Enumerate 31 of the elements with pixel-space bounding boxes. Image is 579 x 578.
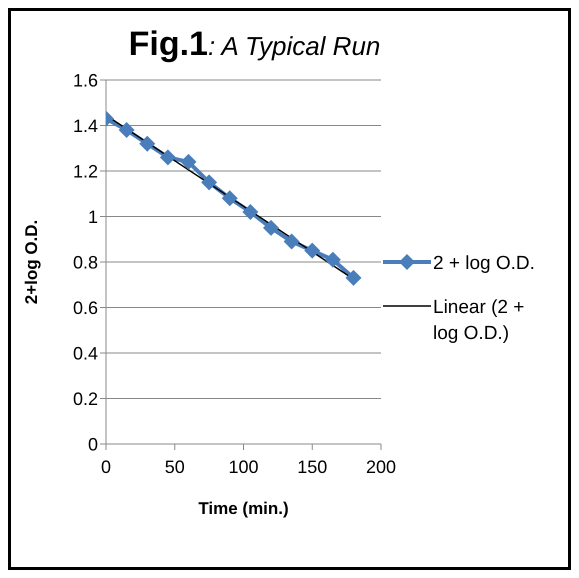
point: [139, 136, 156, 152]
point: [242, 204, 258, 220]
x-tick-label: 200: [366, 456, 396, 477]
legend-label: 2 + log O.D.: [433, 252, 536, 276]
x-tick-label: 0: [100, 456, 112, 477]
y-tick-label: 0.2: [72, 388, 98, 409]
point: [304, 242, 320, 259]
y-tick-label: 0: [88, 434, 98, 454]
y-tick-label: 1: [88, 206, 98, 227]
legend-label: Linear (2 + log O.D.): [433, 296, 526, 346]
y-tick-label: 1.2: [72, 161, 98, 182]
y-tick-label: 0.4: [72, 343, 98, 364]
x-tick-label: 150: [297, 456, 328, 477]
point: [263, 220, 279, 236]
y-axis-title: 2+log O.D.: [22, 220, 42, 304]
point: [180, 154, 196, 170]
point: [284, 234, 300, 250]
y-tick-label: 0.8: [72, 252, 98, 272]
chart-title: Fig.1: A Typical Run: [128, 25, 380, 63]
x-tick-label: 50: [164, 456, 185, 477]
point: [160, 149, 176, 166]
x-tick-label: 100: [228, 456, 259, 477]
point: [324, 252, 341, 268]
point: [346, 270, 362, 286]
y-tick-label: 1.4: [72, 116, 98, 136]
y-tick-label: 1.6: [72, 70, 98, 90]
point: [201, 174, 218, 190]
x-axis-title: Time (min.): [198, 499, 289, 518]
point: [222, 190, 238, 206]
point: [118, 122, 135, 138]
y-tick-label: 0.6: [72, 298, 98, 318]
